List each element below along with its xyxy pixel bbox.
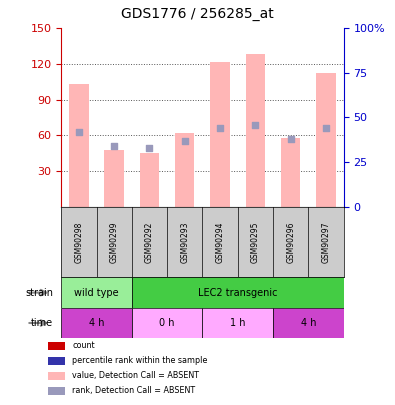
Point — [217, 125, 223, 131]
Bar — [281, 138, 301, 207]
Bar — [132, 277, 344, 308]
Text: GSM90293: GSM90293 — [180, 221, 189, 263]
Text: GSM90299: GSM90299 — [110, 221, 118, 263]
Point — [323, 125, 329, 131]
Bar — [132, 308, 202, 338]
Bar — [104, 149, 124, 207]
Bar — [316, 73, 336, 207]
Text: GSM90298: GSM90298 — [74, 221, 83, 263]
Text: GSM90296: GSM90296 — [286, 221, 295, 263]
Point — [146, 145, 152, 151]
Text: percentile rank within the sample: percentile rank within the sample — [72, 356, 208, 365]
Point — [111, 143, 117, 149]
Bar — [246, 55, 265, 207]
Bar — [211, 62, 230, 207]
Point — [252, 122, 259, 128]
Bar — [202, 308, 273, 338]
Text: strain: strain — [25, 288, 53, 298]
Text: 4 h: 4 h — [301, 318, 316, 328]
Point — [182, 137, 188, 144]
Text: GDS1776 / 256285_at: GDS1776 / 256285_at — [121, 7, 274, 21]
Text: GSM90295: GSM90295 — [251, 221, 260, 263]
Bar — [140, 153, 159, 207]
Bar — [49, 372, 65, 380]
Bar — [69, 84, 88, 207]
Text: wild type: wild type — [74, 288, 119, 298]
Text: GSM90294: GSM90294 — [216, 221, 225, 263]
Point — [288, 136, 294, 142]
Text: LEC2 transgenic: LEC2 transgenic — [198, 288, 278, 298]
Text: rank, Detection Call = ABSENT: rank, Detection Call = ABSENT — [72, 386, 196, 395]
Bar — [49, 357, 65, 365]
Text: 1 h: 1 h — [230, 318, 245, 328]
Bar — [273, 308, 344, 338]
Text: GSM90292: GSM90292 — [145, 221, 154, 263]
Text: 4 h: 4 h — [89, 318, 104, 328]
Text: time: time — [31, 318, 53, 328]
Text: count: count — [72, 341, 95, 350]
Text: GSM90297: GSM90297 — [322, 221, 331, 263]
Text: 0 h: 0 h — [160, 318, 175, 328]
Text: value, Detection Call = ABSENT: value, Detection Call = ABSENT — [72, 371, 199, 380]
Bar — [61, 277, 132, 308]
Bar — [49, 342, 65, 350]
Bar — [49, 387, 65, 395]
Point — [76, 128, 82, 135]
Bar — [61, 308, 132, 338]
Bar — [175, 133, 194, 207]
